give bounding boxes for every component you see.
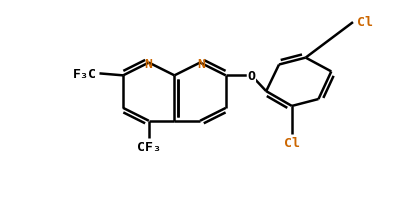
Text: F₃C: F₃C [73,68,97,81]
Text: Cl: Cl [284,136,300,149]
Text: CF₃: CF₃ [137,141,161,154]
Text: Cl: Cl [357,16,373,29]
Text: O: O [247,70,255,82]
Text: N: N [197,58,205,71]
Text: N: N [144,58,152,71]
